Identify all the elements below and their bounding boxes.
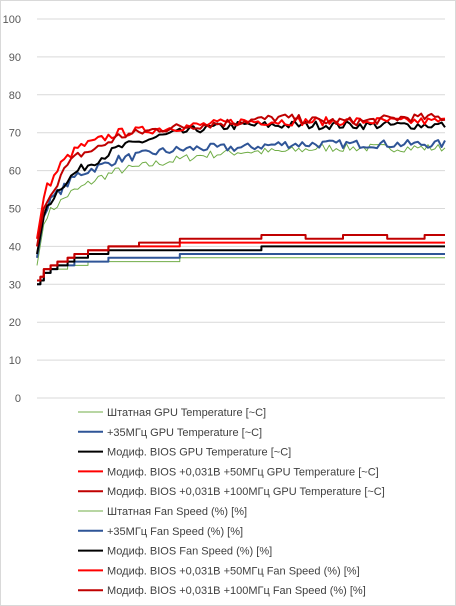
series-line-1	[36, 143, 446, 266]
legend-label: Модиф. BIOS +0,031В +50МГц Fan Speed (%)…	[107, 565, 360, 577]
legend-label: +35МГц Fan Speed (%) [%]	[107, 526, 243, 538]
legend-label: Модиф. BIOS +0,031В +50МГц GPU Temperatu…	[107, 466, 379, 478]
series-lines	[36, 112, 446, 286]
legend-entry: Штатная Fan Speed (%) [%]	[78, 506, 247, 518]
y-tick-label: 20	[9, 317, 21, 329]
y-tick-label: 40	[9, 241, 21, 253]
legend-entry: +35МГц GPU Temperature [~C]	[78, 427, 262, 439]
legend-entry: Модиф. BIOS GPU Temperature [~C]	[78, 447, 291, 459]
series-line-8	[37, 245, 445, 286]
legend-entry: Модиф. BIOS +0,031В +50МГц Fan Speed (%)…	[78, 565, 360, 577]
legend-label: Модиф. BIOS Fan Speed (%) [%]	[107, 546, 272, 558]
legend-entry: +35МГц Fan Speed (%) [%]	[78, 526, 243, 538]
y-tick-label: 90	[9, 52, 21, 64]
y-tick-label: 100	[3, 14, 21, 26]
y-axis-tick-labels: 0 10 20 30 40 50 60 70 80 90 100	[3, 14, 21, 405]
legend-label: Модиф. BIOS GPU Temperature [~C]	[107, 447, 291, 459]
y-tick-label: 10	[9, 355, 21, 367]
legend-entry: Модиф. BIOS Fan Speed (%) [%]	[78, 546, 272, 558]
series-line-2	[36, 139, 446, 258]
y-tick-label: 80	[9, 90, 21, 102]
y-tick-label: 60	[9, 166, 21, 178]
legend-label: Штатная Fan Speed (%) [%]	[107, 506, 247, 518]
legend-entry: Модиф. BIOS +0,031В +100МГц Fan Speed (%…	[78, 585, 366, 597]
legend-label: Модиф. BIOS +0,031В +100МГц Fan Speed (%…	[107, 585, 366, 597]
y-tick-label: 30	[9, 279, 21, 291]
legend: Штатная GPU Temperature [~C] +35МГц GPU T…	[78, 407, 385, 597]
series-line-7	[37, 253, 445, 286]
legend-label: +35МГц GPU Temperature [~C]	[107, 427, 262, 439]
y-tick-label: 0	[15, 393, 21, 405]
series-line-4	[36, 116, 446, 239]
legend-label: Модиф. BIOS +0,031В +100МГц GPU Temperat…	[107, 486, 385, 498]
legend-entry: Модиф. BIOS +0,031В +50МГц GPU Temperatu…	[78, 466, 379, 478]
y-tick-label: 70	[9, 128, 21, 140]
gridlines	[37, 18, 445, 399]
legend-entry: Модиф. BIOS +0,031В +100МГц GPU Temperat…	[78, 486, 385, 498]
series-line-10	[37, 234, 445, 282]
series-line-5	[36, 112, 446, 247]
y-tick-label: 50	[9, 204, 21, 216]
legend-entry: Штатная GPU Temperature [~C]	[78, 407, 266, 419]
legend-label: Штатная GPU Temperature [~C]	[107, 407, 266, 419]
